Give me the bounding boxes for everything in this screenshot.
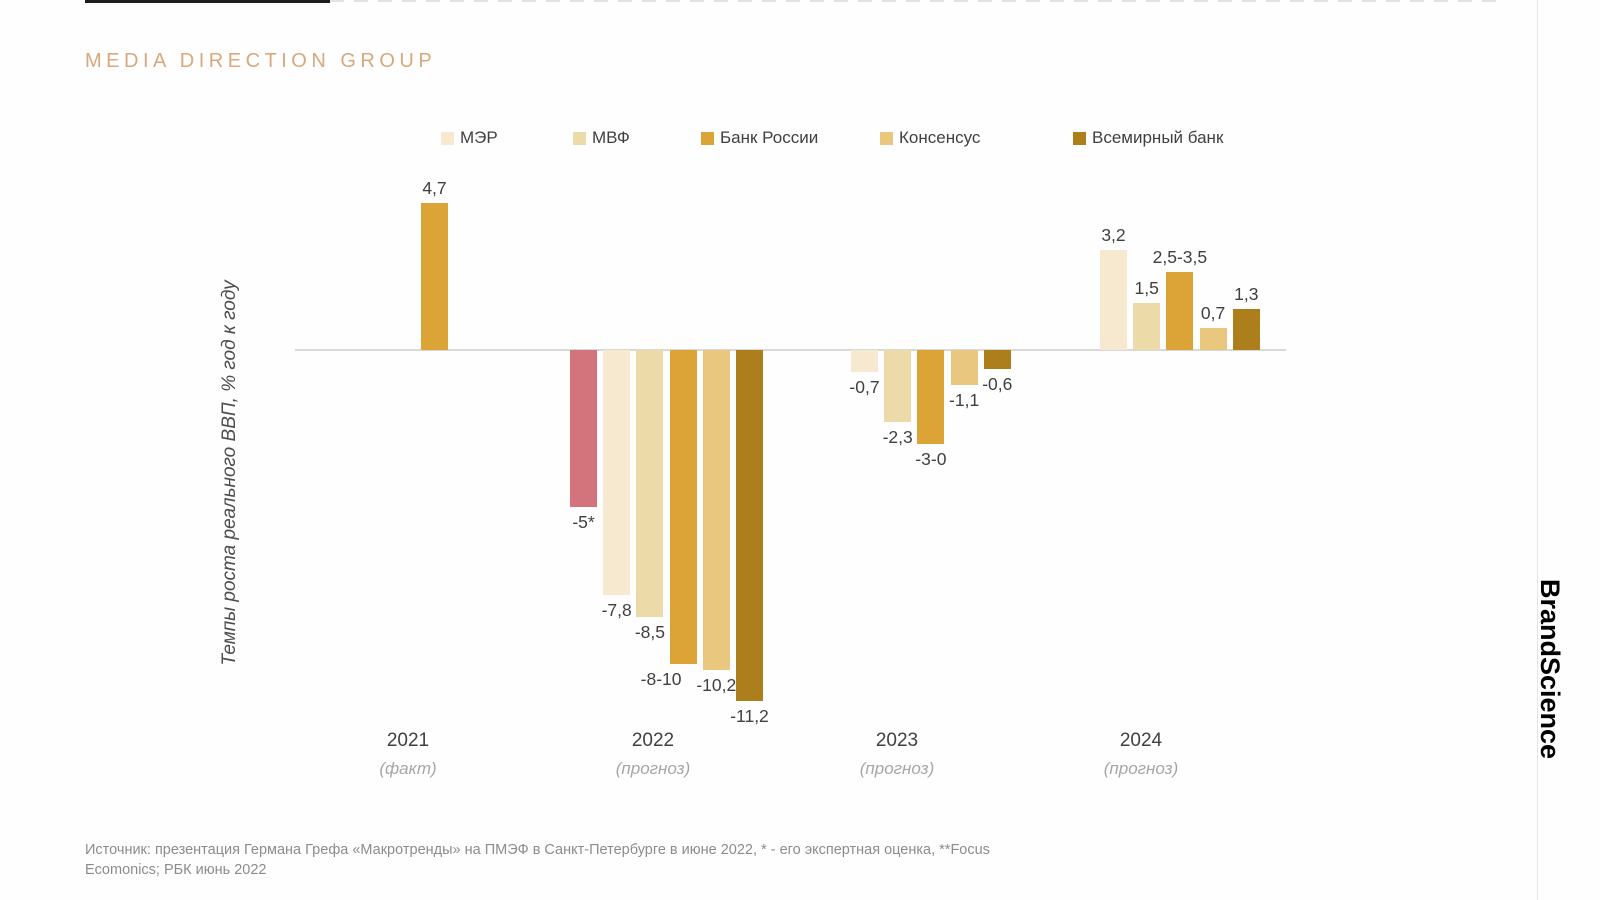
- top-edge-strip: [85, 0, 330, 3]
- x-axis-year: 2022: [631, 730, 675, 751]
- x-axis-note: (прогноз): [1103, 759, 1179, 778]
- bar-value-label: 3,2: [1101, 224, 1126, 245]
- bar-value-label: -8,5: [634, 621, 665, 642]
- bar-value-label: -7,8: [601, 599, 632, 620]
- bar-value-label: 4,7: [422, 177, 447, 198]
- top-edge-dashes: [330, 0, 1500, 2]
- bar-2022-МВФ: [636, 350, 664, 617]
- media-direction-group-logo: MEDIA DIRECTION GROUP: [85, 50, 437, 72]
- x-axis-year: 2024: [1119, 730, 1163, 751]
- bar-value-label: -11,2: [730, 706, 769, 727]
- legend-label: Всемирный банк: [1092, 128, 1224, 147]
- bar-value-label: -5*: [572, 511, 595, 532]
- legend-swatch-mer: [441, 131, 454, 145]
- legend-item-vsemirny-bank: Всемирный банк: [1073, 128, 1223, 148]
- bar-2021-Банк России (факт): [421, 202, 448, 350]
- bar-2024-МЭР: [1100, 249, 1127, 350]
- x-axis-year: 2021: [386, 730, 430, 751]
- legend-swatch-konsensus: [880, 131, 893, 145]
- bar-2022-Консенсус: [702, 350, 730, 670]
- bar-2023-МЭР: [851, 350, 878, 372]
- bar-2024-Консенсус: [1199, 328, 1227, 350]
- bar-value-label: 0,7: [1200, 303, 1226, 324]
- x-axis-group-2024: 2024 (прогноз): [1061, 730, 1221, 779]
- bar-2022-Всемирный банк: [736, 350, 763, 702]
- zero-axis-line: [295, 349, 1286, 351]
- right-divider-line: [1537, 0, 1538, 900]
- x-axis-note: (прогноз): [615, 759, 691, 778]
- bar-value-label: -10,2: [696, 674, 737, 695]
- bar-2024-Банк России: [1166, 271, 1194, 350]
- bar-2023-Консенсус: [950, 350, 978, 385]
- legend-label: МЭР: [460, 128, 498, 147]
- bar-value-label: -0,7: [849, 376, 880, 397]
- bar-value-label: -8-10: [640, 668, 682, 689]
- legend-swatch-vsemirny-bank: [1073, 131, 1086, 145]
- x-axis-group-2023: 2023 (прогноз): [817, 730, 977, 779]
- bar-value-label: -3-0: [915, 449, 947, 470]
- bar-value-label: -2,3: [882, 427, 913, 448]
- source-footnote: Источник: презентация Германа Грефа «Мак…: [85, 840, 990, 880]
- brandscience-watermark: BrandScience: [1535, 579, 1565, 760]
- x-axis-note: (прогноз): [859, 759, 935, 778]
- x-axis-year: 2023: [875, 730, 919, 751]
- bar-value-label: 1,3: [1234, 284, 1259, 305]
- bar-value-label: 1,5: [1134, 278, 1159, 298]
- legend-item-konsensus: Консенсус: [880, 128, 980, 148]
- legend-swatch-imf: [573, 131, 586, 145]
- bar-value-label: -0,6: [982, 373, 1013, 394]
- bar-2024-МВФ: [1133, 303, 1161, 350]
- bar-value-label: -1,1: [949, 389, 980, 410]
- bar-2022-Банк России: [669, 350, 697, 664]
- legend-item-imf: МВФ: [573, 128, 630, 148]
- legend-item-mer: МЭР: [441, 128, 498, 148]
- x-axis-group-2022: 2022 (прогноз): [573, 730, 733, 779]
- legend-label: Банк России: [720, 128, 819, 147]
- legend-swatch-bank-rossii: [701, 131, 714, 145]
- legend-item-bank-rossii: Банк России: [701, 128, 818, 148]
- bar-2024-Всемирный банк: [1232, 309, 1260, 350]
- x-axis-note: (факт): [379, 759, 437, 778]
- bar-2022-экспертная оценка Грефа: [570, 350, 597, 507]
- x-axis-group-2021: 2021 (факт): [328, 730, 488, 779]
- bar-value-label: 2,5-3,5: [1152, 246, 1208, 267]
- bar-2023-МВФ: [884, 350, 912, 423]
- bar-2022-МЭР: [603, 350, 631, 595]
- source-line-2: Ecomonics; РБК июнь 2022: [85, 862, 267, 878]
- bar-2023-Всемирный банк: [983, 350, 1011, 369]
- legend-label: МВФ: [592, 128, 630, 147]
- legend-label: Консенсус: [899, 128, 981, 147]
- bar-2023-Банк России: [917, 350, 945, 445]
- source-line-1: Источник: презентация Германа Грефа «Мак…: [85, 842, 990, 858]
